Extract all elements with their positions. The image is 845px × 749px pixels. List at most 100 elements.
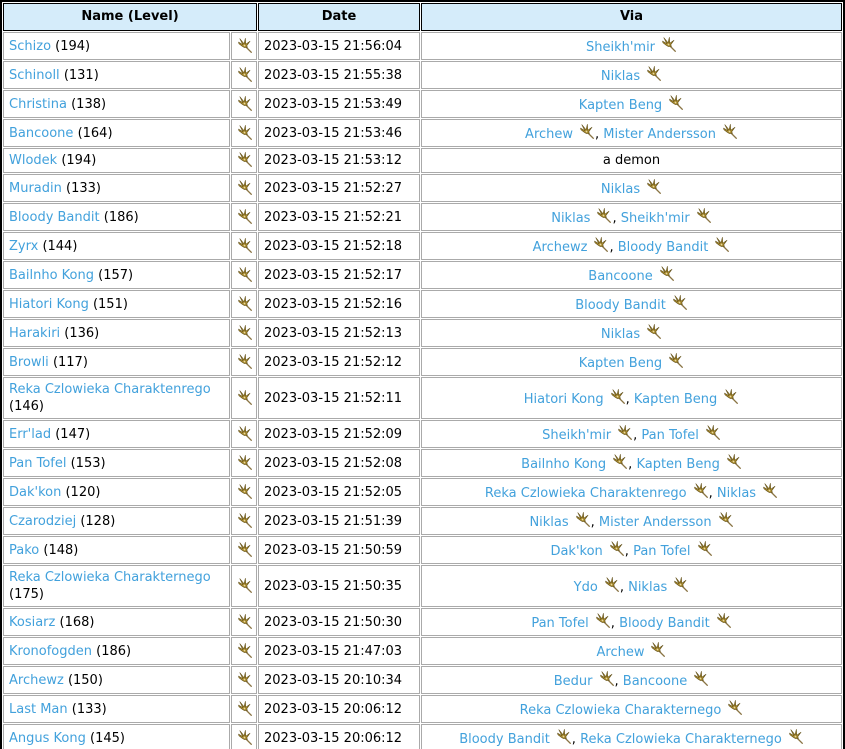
gold-bird-icon <box>715 236 730 252</box>
killer-link[interactable]: Ydo <box>573 580 598 595</box>
victim-link[interactable]: Browli <box>9 354 49 370</box>
gold-bird-icon <box>237 124 252 140</box>
gold-bird-icon <box>237 295 252 311</box>
killer-link[interactable]: Bancoone <box>622 674 688 689</box>
killer-link[interactable]: Niklas <box>600 327 641 342</box>
gold-bird-icon <box>237 425 252 441</box>
killer-link[interactable]: Hiatori Kong <box>523 392 604 407</box>
death-via: Bloody Bandit, Reka Czlowieka Charaktern… <box>421 724 842 749</box>
killer-link[interactable]: Niklas <box>551 211 591 226</box>
killer-link[interactable]: Archew <box>596 645 645 660</box>
victim-cell: Kosiarz (168) <box>3 608 230 636</box>
killer-link[interactable]: Sheikh'mir <box>620 211 690 226</box>
victim-link[interactable]: Kronofogden <box>9 643 93 659</box>
killer-link[interactable]: Sheikh'mir <box>585 40 656 55</box>
killer-link[interactable]: Bailnho Kong <box>521 457 607 472</box>
killer-separator: , <box>595 127 604 142</box>
death-date: 2023-03-15 21:52:21 <box>258 203 420 231</box>
killer-link[interactable]: Pan Tofel <box>641 428 699 443</box>
death-date: 2023-03-15 21:53:46 <box>258 119 420 147</box>
victim-link[interactable]: Zyrx <box>9 238 39 254</box>
victim-level: (168) <box>59 614 95 630</box>
killer-link[interactable]: Niklas <box>716 486 757 501</box>
gold-bird-icon <box>705 424 720 440</box>
gold-bird-icon <box>646 65 662 81</box>
gold-bird-icon <box>696 207 711 223</box>
victim-link[interactable]: Archewz <box>9 672 64 688</box>
killer-link[interactable]: Reka Czlowieka Charaktenrego <box>484 486 687 501</box>
killer-link[interactable]: Dak'kon <box>550 544 603 559</box>
killer-link[interactable]: Archew <box>525 127 574 142</box>
killer-link[interactable]: Sheikh'mir <box>542 428 612 443</box>
killer-separator: , <box>624 544 634 559</box>
victim-link[interactable]: Wlodek <box>9 153 58 168</box>
kill-marker-cell <box>231 90 257 118</box>
victim-cell: Bloody Bandit (186) <box>3 203 230 231</box>
victim-cell: Pan Tofel (153) <box>3 449 230 477</box>
death-via: Niklas <box>421 174 842 202</box>
killer-link[interactable]: Bancoone <box>588 269 653 284</box>
victim-link[interactable]: Err'lad <box>9 426 52 442</box>
killer-link[interactable]: Bloody Bandit <box>619 616 710 631</box>
kill-marker-cell <box>231 119 257 147</box>
killer-link[interactable]: Archewz <box>532 240 588 255</box>
killer-link[interactable]: Niklas <box>628 580 668 595</box>
death-date: 2023-03-15 20:06:12 <box>258 695 420 723</box>
gold-bird-icon <box>788 728 803 744</box>
killer: Kapten Beng <box>636 453 741 472</box>
killer: Pan Tofel <box>531 612 610 631</box>
victim-link[interactable]: Reka Czlowieka Charakternego <box>9 570 211 585</box>
killer-link[interactable]: Bedur <box>553 674 593 689</box>
killer-link[interactable]: Pan Tofel <box>633 544 691 559</box>
killer-link[interactable]: Mister Andersson <box>603 127 716 142</box>
victim-link[interactable]: Czarodziej <box>9 513 77 529</box>
victim-level: (133) <box>66 180 101 196</box>
victim-level: (194) <box>55 38 91 54</box>
death-via: Bloody Bandit <box>421 290 842 318</box>
killer-link[interactable]: Bloody Bandit <box>459 732 550 747</box>
death-date: 2023-03-15 21:52:17 <box>258 261 420 289</box>
killer-link[interactable]: Kapten Beng <box>578 98 663 113</box>
header-name-level: Name (Level) <box>3 3 257 31</box>
table-row: Browli (117) 2023-03-15 21:52:12 Kapten Be… <box>3 348 842 376</box>
death-date: 2023-03-15 21:52:12 <box>258 348 420 376</box>
victim-link[interactable]: Dak'kon <box>9 484 62 500</box>
victim-link[interactable]: Angus Kong <box>9 730 86 746</box>
victim-level: (151) <box>92 296 128 312</box>
victim-level: (145) <box>90 730 125 746</box>
killer-link[interactable]: Mister Andersson <box>598 515 712 530</box>
victim-link[interactable]: Schizo <box>9 38 52 54</box>
killer-link[interactable]: Reka Czlowieka Charakternego <box>580 732 782 747</box>
victim-link[interactable]: Muradin <box>9 180 62 196</box>
killer-link[interactable]: Niklas <box>529 515 569 530</box>
death-date: 2023-03-15 21:52:09 <box>258 420 420 448</box>
killer-link[interactable]: Reka Czlowieka Charakternego <box>519 703 722 718</box>
victim-link[interactable]: Bailnho Kong <box>9 267 94 283</box>
killer-link[interactable]: Niklas <box>600 69 641 84</box>
kill-marker-cell <box>231 203 257 231</box>
killer-link[interactable]: Kapten Beng <box>633 392 718 407</box>
victim-link[interactable]: Bloody Bandit <box>9 209 100 225</box>
killer-link[interactable]: Niklas <box>600 182 641 197</box>
victim-link[interactable]: Pako <box>9 542 40 558</box>
death-via: Bailnho Kong, Kapten Beng <box>421 449 842 477</box>
killer-link[interactable]: Bloody Bandit <box>575 298 666 313</box>
victim-link[interactable]: Bancoone <box>9 125 74 141</box>
victim-link[interactable]: Hiatori Kong <box>9 296 89 312</box>
killer: Hiatori Kong <box>523 388 626 407</box>
table-row: Bloody Bandit (186) 2023-03-15 21:52:21 Ni… <box>3 203 842 231</box>
table-row: Czarodziej (128) 2023-03-15 21:51:39 Nikla… <box>3 507 842 535</box>
victim-link[interactable]: Pan Tofel <box>9 455 67 471</box>
killer-link[interactable]: Bloody Bandit <box>617 240 709 255</box>
victim-link[interactable]: Schinoll <box>9 67 60 83</box>
victim-link[interactable]: Kosiarz <box>9 614 56 630</box>
killer-link[interactable]: Kapten Beng <box>578 356 663 371</box>
victim-link[interactable]: Reka Czlowieka Charaktenrego <box>9 382 211 397</box>
victim-link[interactable]: Harakiri <box>9 325 61 341</box>
victim-link[interactable]: Last Man <box>9 701 68 717</box>
killer-separator: , <box>610 616 620 631</box>
victim-link[interactable]: Christina <box>9 96 67 112</box>
killer-link[interactable]: Pan Tofel <box>531 616 589 631</box>
killer-link[interactable]: Kapten Beng <box>636 457 720 472</box>
